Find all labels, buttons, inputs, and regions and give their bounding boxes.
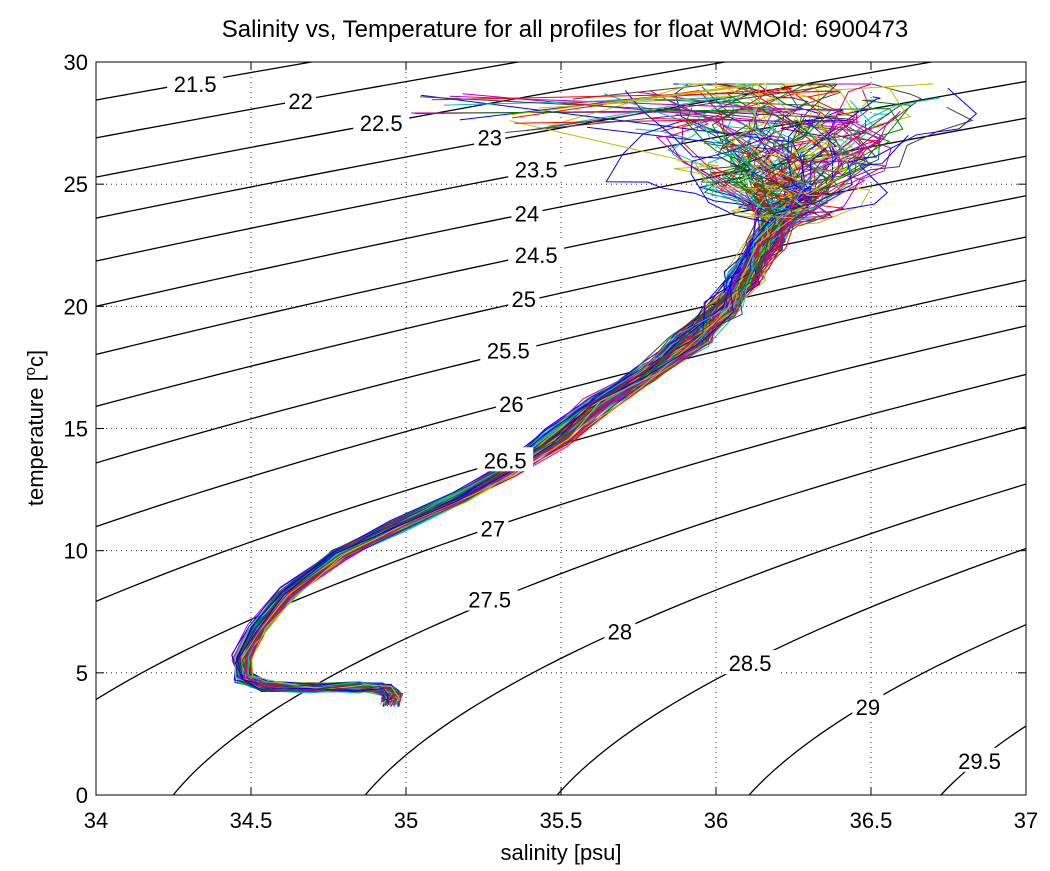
contour-label-bg bbox=[480, 337, 537, 362]
x-tick-label: 36.5 bbox=[850, 808, 893, 833]
contour-label-27: 27 bbox=[481, 517, 505, 542]
sigma-contour-26 bbox=[96, 279, 1026, 528]
contour-label-bg bbox=[477, 447, 534, 472]
profile-line bbox=[238, 161, 866, 703]
contour-label-bg bbox=[285, 88, 317, 113]
contour-label-bg bbox=[852, 694, 884, 719]
x-tick-label: 35.5 bbox=[540, 808, 583, 833]
y-tick-label: 30 bbox=[64, 50, 88, 75]
contour-label-25: 25 bbox=[512, 287, 536, 312]
contour-label-bg bbox=[508, 156, 565, 181]
profile-line bbox=[237, 84, 838, 703]
contour-label-23: 23 bbox=[477, 126, 501, 151]
contour-labels: 21.5 22 22.5 23 23.5 24 24.5 25 25.5 26 26.5 27 27.5… bbox=[167, 70, 1008, 774]
x-axis-label: salinity [psu] bbox=[500, 840, 621, 865]
contour-label-bg bbox=[477, 515, 509, 540]
sigma-contour-22.5 bbox=[96, 62, 729, 178]
contour-label-24.5: 24.5 bbox=[515, 243, 558, 268]
contour-label-bg bbox=[353, 110, 410, 135]
contour-label-22: 22 bbox=[288, 89, 312, 114]
sigma-contour-25.5 bbox=[96, 236, 1026, 464]
contour-label-27.5: 27.5 bbox=[468, 588, 511, 613]
contour-label-bg bbox=[604, 618, 636, 643]
y-tick-label: 5 bbox=[76, 661, 88, 686]
contour-label-21.5: 21.5 bbox=[174, 72, 217, 97]
profile-line bbox=[240, 120, 791, 700]
profile-line bbox=[239, 122, 794, 700]
contour-label-29: 29 bbox=[856, 695, 880, 720]
contour-label-26: 26 bbox=[499, 392, 523, 417]
contour-label-bg bbox=[461, 586, 518, 611]
y-tick-label: 20 bbox=[64, 294, 88, 319]
sigma-contour-28.5 bbox=[556, 547, 1026, 795]
contour-label-28: 28 bbox=[608, 619, 632, 644]
x-tick-label: 36 bbox=[704, 808, 728, 833]
y-axis-label-superscript: o bbox=[22, 367, 39, 375]
contour-label-bg bbox=[511, 200, 543, 225]
sigma-contour-24.5 bbox=[96, 155, 1026, 356]
contour-label-29.5: 29.5 bbox=[958, 749, 1001, 774]
profile-line bbox=[241, 106, 974, 703]
sigma-contour-27 bbox=[96, 373, 1026, 701]
axis-ticks: 34 34.5 35 35.5 36 36.5 37 0 5 10 15 20 25 30 bbox=[64, 50, 1039, 833]
y-tick-label: 25 bbox=[64, 172, 88, 197]
y-tick-label: 15 bbox=[64, 417, 88, 442]
contour-label-23.5: 23.5 bbox=[515, 158, 558, 183]
contour-label-bg bbox=[474, 124, 506, 149]
x-tick-label: 34.5 bbox=[230, 808, 273, 833]
contour-label-bg bbox=[508, 242, 565, 267]
y-tick-label: 0 bbox=[76, 783, 88, 808]
contour-label-bg bbox=[722, 650, 779, 675]
contour-label-22.5: 22.5 bbox=[360, 111, 403, 136]
sigma-contour-26.5 bbox=[96, 325, 1026, 603]
y-axis-label-tail: c] bbox=[23, 350, 48, 367]
profile-line bbox=[251, 83, 833, 701]
contour-label-bg bbox=[508, 286, 540, 311]
contour-label-24: 24 bbox=[515, 201, 539, 226]
contour-label-bg bbox=[951, 747, 1008, 772]
contour-label-28.5: 28.5 bbox=[729, 651, 772, 676]
contour-label-bg bbox=[495, 391, 527, 416]
x-tick-label: 34 bbox=[84, 808, 108, 833]
sigma-contour-23 bbox=[96, 62, 936, 219]
y-tick-label: 10 bbox=[64, 539, 88, 564]
sigma-contour-29 bbox=[748, 623, 1026, 795]
sigma-contour-28 bbox=[364, 483, 1026, 795]
contour-label-bg bbox=[167, 70, 224, 95]
contour-label-26.5: 26.5 bbox=[484, 448, 527, 473]
x-tick-label: 35 bbox=[394, 808, 418, 833]
chart-title: Salinity vs, Temperature for all profile… bbox=[222, 16, 909, 43]
y-axis-label-main: temperature [ bbox=[23, 375, 48, 506]
x-tick-label: 37 bbox=[1014, 808, 1038, 833]
y-axis-label: temperature [oc] bbox=[22, 350, 48, 506]
contour-label-25.5: 25.5 bbox=[487, 338, 530, 363]
